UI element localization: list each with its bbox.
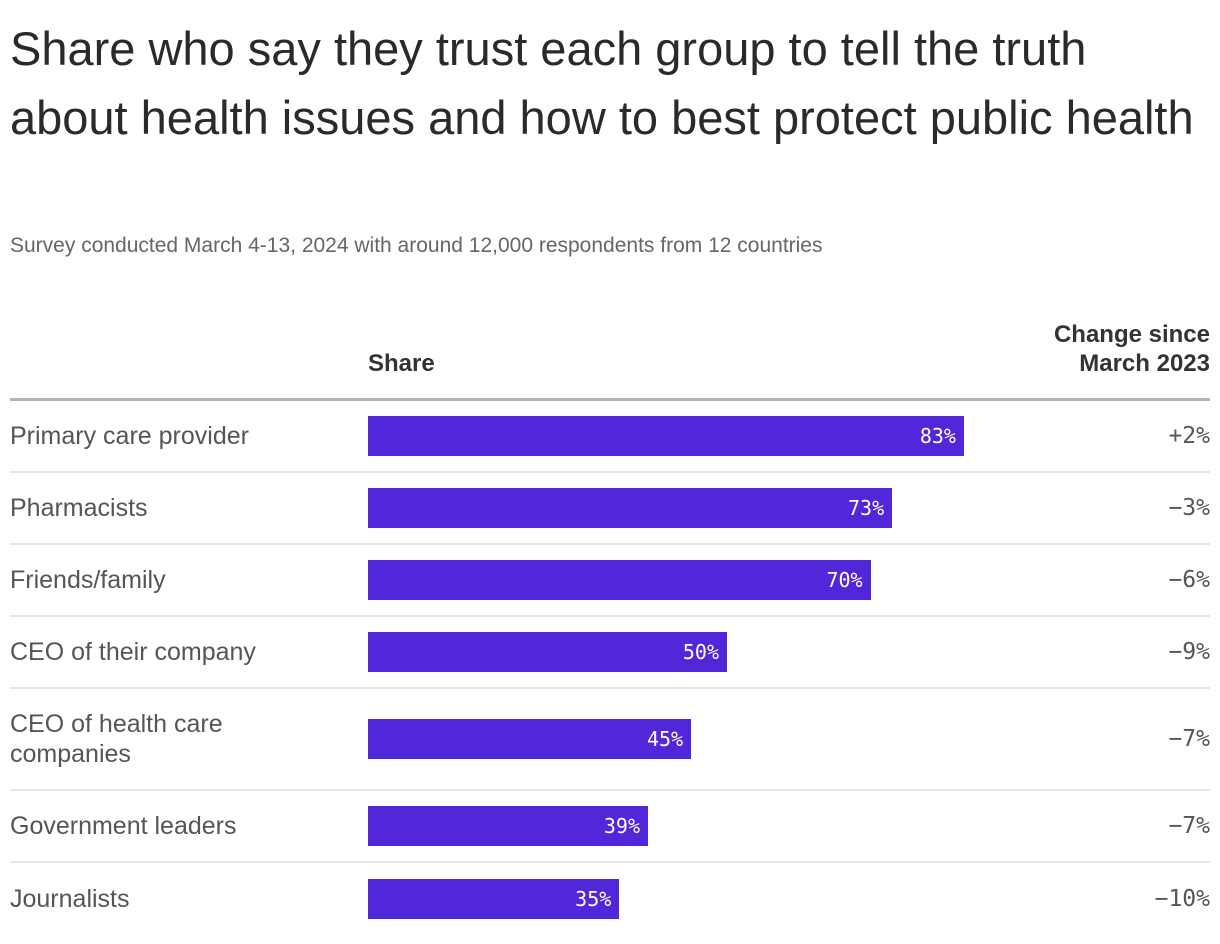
change-label: −3% (1168, 495, 1210, 521)
table-row: CEO of health care companies 45% −7% (10, 689, 1210, 791)
bar: 45% (368, 719, 692, 759)
table-row: CEO of their company 50% −9% (10, 617, 1210, 689)
table-row: Friends/family 70% −6% (10, 545, 1210, 617)
category-label: Friends/family (10, 566, 166, 594)
bar-value-label: 35% (575, 887, 612, 911)
change-label: +2% (1168, 423, 1210, 449)
bar: 35% (368, 879, 620, 919)
table-row: Journalists 35% −10% (10, 863, 1210, 935)
header-divider (10, 398, 1210, 401)
bar-value-label: 45% (646, 727, 684, 751)
table-row: Pharmacists 73% −3% (10, 473, 1210, 545)
category-label: CEO of their company (10, 638, 256, 666)
table-row: Primary care provider 83% +2% (10, 401, 1210, 473)
category-label: Journalists (10, 885, 130, 913)
category-label: Primary care provider (10, 422, 249, 450)
category-label: Pharmacists (10, 494, 148, 522)
chart-title: Share who say they trust each group to t… (10, 22, 1194, 144)
category-label: Government leaders (10, 812, 237, 840)
bar-value-label: 73% (848, 496, 885, 520)
change-label: −6% (1168, 567, 1210, 593)
bar-value-label: 83% (919, 424, 956, 448)
change-label: −9% (1168, 639, 1210, 665)
change-label: −10% (1154, 886, 1210, 912)
category-label: CEO of health care companies (10, 710, 223, 768)
bar: 70% (368, 560, 871, 600)
chart-subtitle: Survey conducted March 4-13, 2024 with a… (10, 234, 823, 257)
table-row: Government leaders 39% −7% (10, 791, 1210, 863)
bar: 39% (368, 806, 649, 846)
bar: 83% (368, 416, 964, 456)
change-label: −7% (1168, 813, 1210, 839)
bar-value-label: 39% (603, 814, 641, 838)
share-column-header: Share (368, 350, 435, 377)
bar: 73% (368, 488, 893, 528)
bar-value-label: 50% (682, 640, 719, 664)
change-column-header: Change since March 2023 (1053, 321, 1210, 377)
bar: 50% (368, 632, 727, 672)
change-label: −7% (1168, 726, 1210, 752)
bar-value-label: 70% (826, 568, 863, 592)
chart-rows: Primary care provider 83% +2% Pharmacists 73… (10, 401, 1210, 935)
